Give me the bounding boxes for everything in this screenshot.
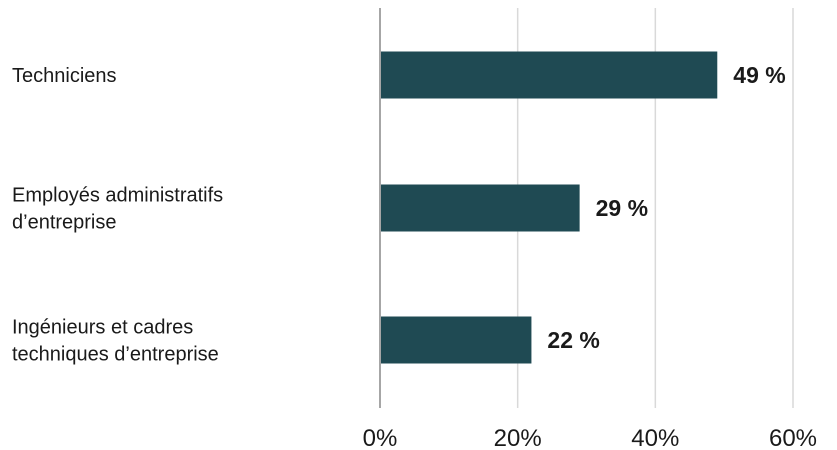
bar — [380, 316, 532, 364]
data-label: 49 % — [733, 62, 785, 88]
bar — [380, 51, 718, 99]
category-label: Employés administratifs d’entreprise — [12, 185, 223, 234]
x-tick-label: 60% — [769, 425, 817, 450]
category-labels: Techniciens Employés administratifs d’entr… — [12, 65, 223, 366]
value-labels: 49 % 29 % 22 % — [547, 62, 785, 353]
x-tick-labels: 0% 20% 40% 60% — [363, 425, 817, 450]
category-label: Techniciens — [12, 65, 117, 87]
data-label: 29 % — [596, 195, 648, 221]
data-label: 22 % — [547, 327, 599, 353]
bar — [380, 184, 580, 232]
x-tick-label: 40% — [631, 425, 679, 450]
bars — [380, 51, 718, 364]
category-label: Ingénieurs et cadres techniques d’entrepr… — [12, 317, 219, 366]
x-tick-label: 0% — [363, 425, 398, 450]
x-tick-label: 20% — [494, 425, 542, 450]
